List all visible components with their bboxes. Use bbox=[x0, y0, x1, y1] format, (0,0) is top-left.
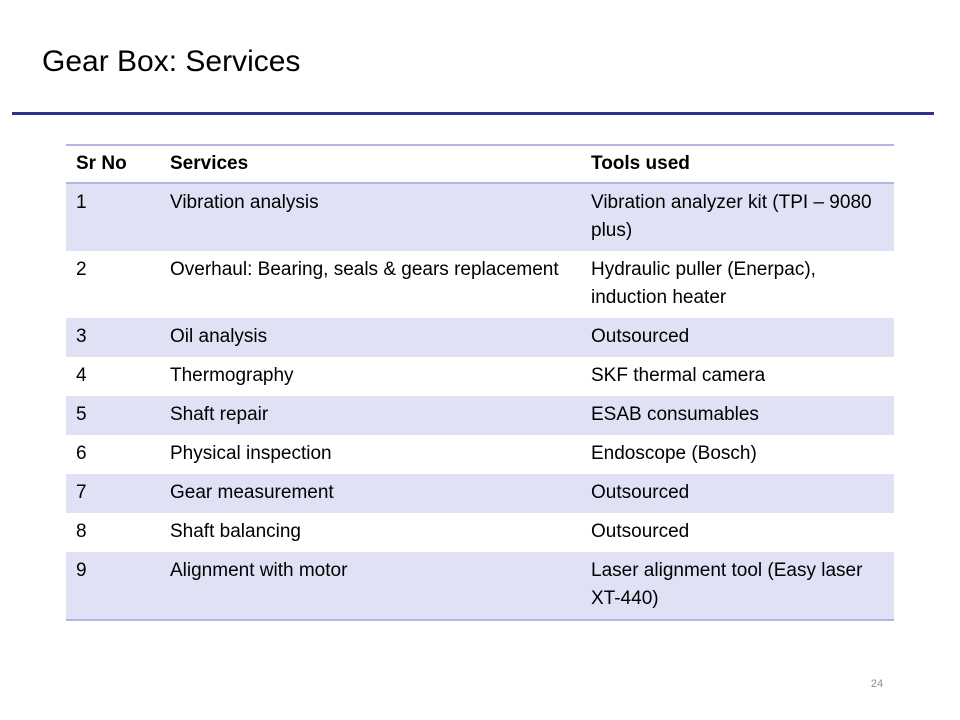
service-cell: Thermography bbox=[170, 365, 294, 386]
sr-no-cell: 1 bbox=[76, 192, 87, 213]
page-number: 24 bbox=[870, 678, 884, 690]
tools-cell: Laser alignment tool (Easy laser XT-440) bbox=[591, 560, 863, 609]
service-cell: Shaft balancing bbox=[170, 521, 301, 542]
service-cell: Oil analysis bbox=[170, 326, 268, 347]
table-row: 6 Physical inspection Endoscope (Bosch) bbox=[66, 435, 894, 474]
service-cell: Shaft repair bbox=[170, 404, 269, 425]
table-row: 8 Shaft balancing Outsourced bbox=[66, 513, 894, 552]
sr-no-cell: 2 bbox=[76, 259, 87, 280]
service-cell: Gear measurement bbox=[170, 482, 334, 503]
header-tools-used: Tools used bbox=[591, 153, 690, 174]
table-header-row: Sr No Services Tools used bbox=[66, 146, 894, 184]
table-row: 2 Overhaul: Bearing, seals & gears repla… bbox=[66, 251, 894, 318]
sr-no-cell: 9 bbox=[76, 560, 87, 581]
service-cell: Physical inspection bbox=[170, 443, 332, 464]
sr-no-cell: 6 bbox=[76, 443, 87, 464]
table-row: 1 Vibration analysis Vibration analyzer … bbox=[66, 184, 894, 251]
tools-cell: Endoscope (Bosch) bbox=[591, 443, 757, 464]
tools-cell: Vibration analyzer kit (TPI – 9080 plus) bbox=[591, 192, 872, 241]
sr-no-cell: 8 bbox=[76, 521, 87, 542]
sr-no-cell: 3 bbox=[76, 326, 87, 347]
table-row: 9 Alignment with motor Laser alignment t… bbox=[66, 552, 894, 619]
tools-cell: Hydraulic puller (Enerpac), induction he… bbox=[591, 259, 816, 308]
tools-cell: Outsourced bbox=[591, 326, 690, 347]
title-divider bbox=[12, 112, 934, 115]
tools-cell: ESAB consumables bbox=[591, 404, 759, 425]
header-sr-no: Sr No bbox=[76, 153, 127, 174]
sr-no-cell: 4 bbox=[76, 365, 87, 386]
header-services: Services bbox=[170, 153, 249, 174]
services-table: Sr No Services Tools used 1 Vibration an… bbox=[66, 144, 894, 621]
service-cell: Vibration analysis bbox=[170, 192, 319, 213]
tools-cell: Outsourced bbox=[591, 521, 690, 542]
tools-cell: SKF thermal camera bbox=[591, 365, 766, 386]
slide-title: Gear Box: Services bbox=[42, 45, 301, 78]
tools-cell: Outsourced bbox=[591, 482, 690, 503]
table-row: 3 Oil analysis Outsourced bbox=[66, 318, 894, 357]
table-row: 7 Gear measurement Outsourced bbox=[66, 474, 894, 513]
service-cell: Overhaul: Bearing, seals & gears replace… bbox=[170, 259, 559, 280]
table-row: 4 Thermography SKF thermal camera bbox=[66, 357, 894, 396]
service-cell: Alignment with motor bbox=[170, 560, 348, 581]
sr-no-cell: 5 bbox=[76, 404, 87, 425]
table-row: 5 Shaft repair ESAB consumables bbox=[66, 396, 894, 435]
sr-no-cell: 7 bbox=[76, 482, 87, 503]
